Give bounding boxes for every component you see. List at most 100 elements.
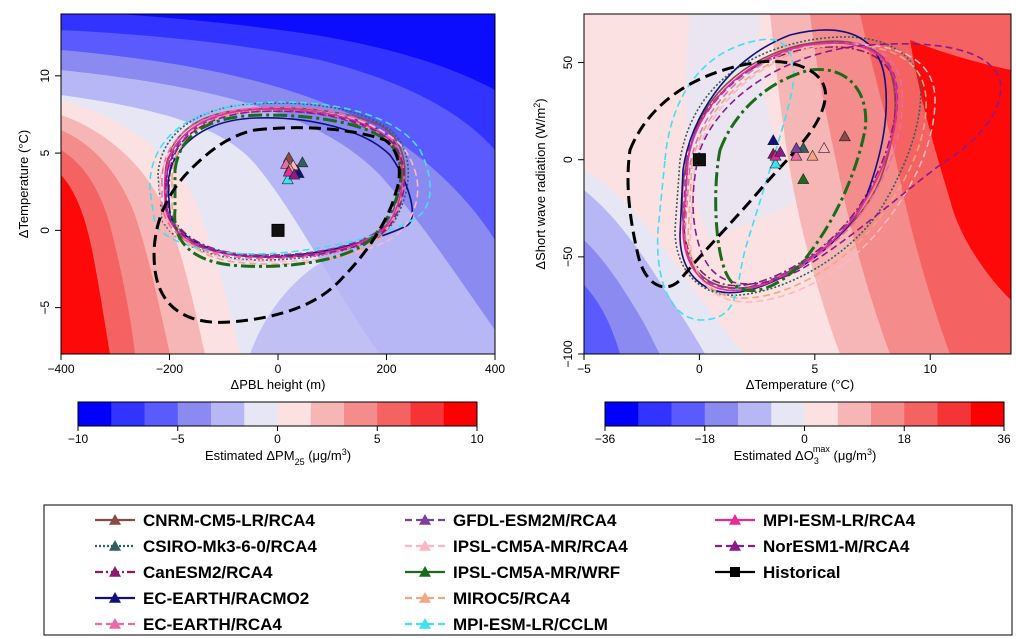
y-tick-label: 10 xyxy=(38,69,52,83)
legend-square-marker xyxy=(730,567,740,577)
legend-label: CanESM2/RCA4 xyxy=(143,563,273,582)
colorbar-tick-label: 0 xyxy=(274,432,281,446)
colorbar-bin xyxy=(638,402,672,426)
y-tick-label: −100 xyxy=(561,340,575,367)
x-tick-label: 0 xyxy=(696,362,703,376)
legend-item: MIROC5/RCA4 xyxy=(405,589,571,608)
legend-item: NorESM1-M/RCA4 xyxy=(715,537,910,556)
legend-triangle-marker xyxy=(419,566,431,577)
left-axes: −400 −200 0 200 400 −5 0 5 10 xyxy=(38,69,505,376)
legend-triangle-marker xyxy=(109,514,121,525)
legend-label: CSIRO-Mk3-6-0/RCA4 xyxy=(143,537,317,556)
colorbar-tick-label: 0 xyxy=(801,432,808,446)
colorbar-tick-label: −5 xyxy=(171,432,185,446)
model-marker xyxy=(838,130,851,142)
model-marker xyxy=(790,141,803,153)
legend-label: EC-EARTH/RACMO2 xyxy=(143,589,309,608)
legend-triangle-marker xyxy=(419,618,431,629)
colorbar-bin xyxy=(771,402,805,426)
legend-triangle-marker xyxy=(109,566,121,577)
x-tick-label: 0 xyxy=(275,362,282,376)
left-colorbar-label: Estimated ΔPM25 (μg/m3) xyxy=(205,447,351,467)
left-xlabel: ΔPBL height (m) xyxy=(231,377,326,392)
x-tick-label: 10 xyxy=(924,362,938,376)
legend-item: IPSL-CM5A-MR/RCA4 xyxy=(405,537,628,556)
colorbar-tick-label: 36 xyxy=(997,432,1011,446)
left-colorbar-ticks: −10 −5 0 5 10 xyxy=(68,426,484,446)
legend-label: IPSL-CM5A-MR/WRF xyxy=(453,563,620,582)
x-tick-label: 200 xyxy=(376,362,396,376)
model-marker xyxy=(767,134,780,145)
legend-item: EC-EARTH/RACMO2 xyxy=(95,589,309,608)
legend-triangle-marker xyxy=(419,592,431,603)
colorbar-bin xyxy=(443,402,478,426)
colorbar-bin xyxy=(211,402,245,426)
legend-item: CanESM2/RCA4 xyxy=(95,563,273,582)
legend-items: CNRM-CM5-LR/RCA4 CSIRO-Mk3-6-0/RCA4 CanESM… xyxy=(95,511,916,634)
model-marker xyxy=(774,145,787,157)
legend-triangle-marker xyxy=(729,540,741,551)
colorbar-bin xyxy=(111,402,145,426)
legend-label: MIROC5/RCA4 xyxy=(453,589,571,608)
colorbar-bin xyxy=(78,402,112,426)
legend-label: GFDL-ESM2M/RCA4 xyxy=(453,511,617,530)
right-colorbar xyxy=(604,401,1005,427)
left-panel: −400 −200 0 200 400 −5 0 5 10 ΔPBL height (m) ΔT… xyxy=(16,13,505,467)
x-tick-label: −5 xyxy=(577,362,591,376)
colorbar-bin xyxy=(804,402,839,426)
x-tick-label: 5 xyxy=(811,362,818,376)
legend-label: IPSL-CM5A-MR/RCA4 xyxy=(453,537,628,556)
y-tick-label: 0 xyxy=(561,156,575,163)
legend-item: EC-EARTH/RCA4 xyxy=(95,615,282,634)
legend-item: MPI-ESM-LR/CCLM xyxy=(405,615,608,634)
legend-box xyxy=(43,504,1013,636)
left-colorbar xyxy=(77,401,478,427)
legend-label: EC-EARTH/RCA4 xyxy=(143,615,282,634)
model-marker xyxy=(296,156,309,168)
legend-item: CNRM-CM5-LR/RCA4 xyxy=(95,511,315,530)
y-tick-label: 50 xyxy=(561,56,575,70)
legend-item: CSIRO-Mk3-6-0/RCA4 xyxy=(95,537,317,556)
colorbar-bin xyxy=(344,402,378,426)
colorbar-bin xyxy=(310,402,345,426)
legend-label: CNRM-CM5-LR/RCA4 xyxy=(143,511,315,530)
colorbar-bin xyxy=(177,402,212,426)
model-marker xyxy=(790,149,803,161)
legend-item: IPSL-CM5A-MR/WRF xyxy=(405,563,620,582)
x-tick-label: 400 xyxy=(485,362,505,376)
y-tick-label: −5 xyxy=(38,300,52,314)
left-model-contours xyxy=(149,101,431,324)
right-o3-contour-background xyxy=(584,14,1011,354)
legend-label: MPI-ESM-LR/CCLM xyxy=(453,615,608,634)
right-ylabel: ΔShort wave radiation (W/m2) xyxy=(532,98,548,269)
legend-triangle-marker xyxy=(109,618,121,629)
colorbar-bin xyxy=(244,402,278,426)
right-model-markers xyxy=(692,130,851,184)
y-tick-label: −50 xyxy=(561,246,575,267)
colorbar-bin xyxy=(704,402,739,426)
model-marker xyxy=(818,141,831,153)
colorbar-bin xyxy=(277,402,312,426)
model-marker xyxy=(806,149,819,161)
colorbar-tick-label: 10 xyxy=(470,432,484,446)
left-pm25-contour-background xyxy=(61,14,495,354)
legend-triangle-marker xyxy=(729,514,741,525)
colorbar-bin xyxy=(970,402,1005,426)
legend-item: MPI-ESM-LR/RCA4 xyxy=(715,511,916,530)
model-marker xyxy=(288,168,301,180)
colorbar-tick-label: 18 xyxy=(898,432,912,446)
colorbar-bin xyxy=(837,402,872,426)
colorbar-bin xyxy=(904,402,938,426)
colorbar-tick-label: −36 xyxy=(595,432,616,446)
model-marker xyxy=(769,157,782,169)
colorbar-bin xyxy=(410,402,445,426)
legend-triangle-marker xyxy=(419,540,431,551)
legend-item: Historical xyxy=(715,563,840,582)
legend-triangle-marker xyxy=(109,540,121,551)
right-xlabel: ΔTemperature (°C) xyxy=(746,377,855,392)
colorbar-bin xyxy=(937,402,972,426)
colorbar-bin xyxy=(144,402,179,426)
legend-triangle-marker xyxy=(109,592,121,603)
